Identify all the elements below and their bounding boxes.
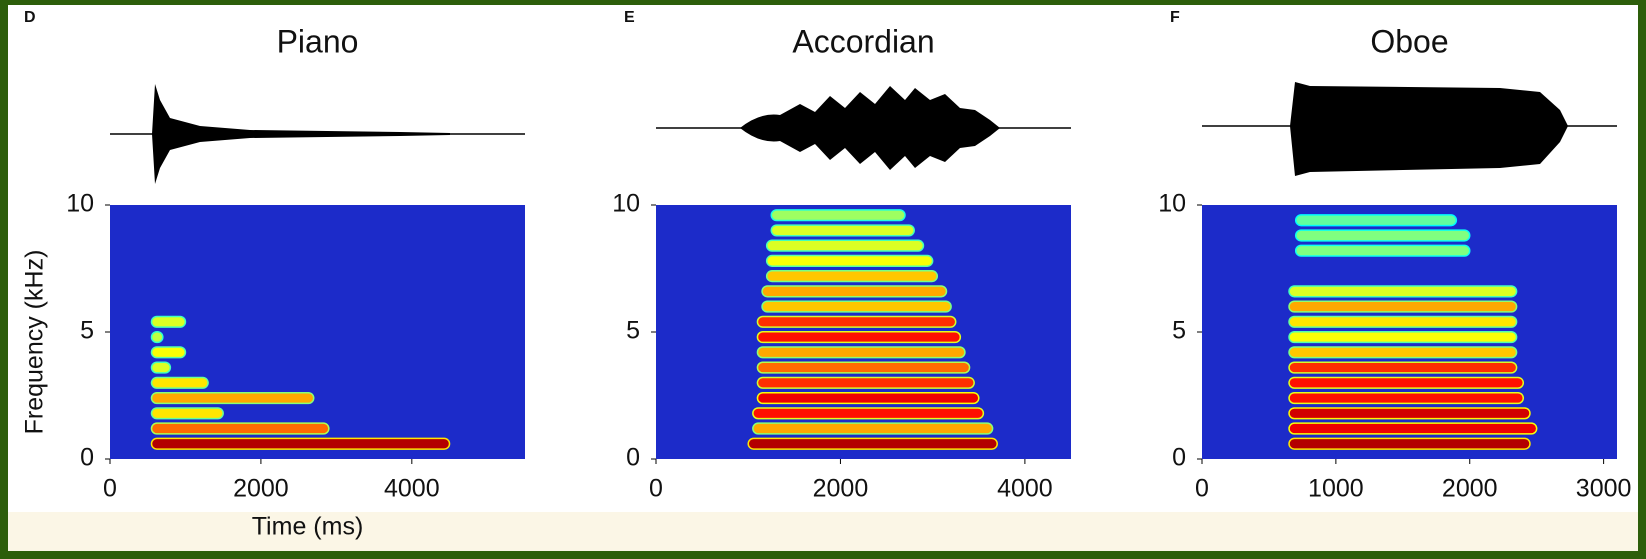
panel-letter: E <box>624 9 635 26</box>
y-tick-label: 10 <box>66 190 94 218</box>
harmonic-band <box>747 437 998 450</box>
harmonic-band <box>1288 391 1525 405</box>
harmonic-band <box>770 224 915 237</box>
harmonic-band <box>1288 376 1525 389</box>
x-tick-label: 2000 <box>1442 475 1498 503</box>
harmonic-band <box>756 391 980 405</box>
harmonic-band <box>761 300 952 313</box>
harmonic-band <box>1288 315 1518 328</box>
chart-title: Accordian <box>792 23 934 59</box>
harmonic-band <box>1288 330 1518 344</box>
harmonic-band <box>756 330 962 344</box>
x-tick-label: 1000 <box>1308 475 1364 503</box>
x-tick-label: 2000 <box>813 475 869 503</box>
harmonic-band <box>770 209 906 222</box>
y-tick-label: 5 <box>626 317 640 345</box>
harmonic-band <box>1288 346 1518 359</box>
harmonic-band <box>752 422 994 435</box>
harmonic-band <box>1288 361 1518 374</box>
y-tick-label: 10 <box>612 190 640 218</box>
x-tick-label: 3000 <box>1576 475 1632 503</box>
y-axis-label: Frequency (kHz) <box>21 250 49 435</box>
harmonic-band <box>1294 229 1471 242</box>
waveform <box>656 86 1071 170</box>
waveform <box>1202 82 1617 176</box>
harmonic-band <box>1288 407 1531 420</box>
x-tick-label: 4000 <box>384 475 440 503</box>
y-tick-label: 10 <box>1158 190 1186 218</box>
harmonic-band <box>756 346 966 359</box>
x-tick-label: 0 <box>1195 475 1209 503</box>
harmonic-band <box>150 315 187 328</box>
y-tick-label: 5 <box>1172 317 1186 345</box>
harmonic-band <box>752 407 985 420</box>
x-axis-label: Time (ms) <box>252 513 364 541</box>
chart-title: Oboe <box>1370 23 1448 59</box>
harmonic-band <box>1288 422 1538 435</box>
harmonic-band <box>150 391 315 405</box>
harmonic-band <box>765 239 925 252</box>
harmonic-band <box>765 254 934 267</box>
harmonic-band <box>765 270 939 283</box>
harmonic-band <box>761 285 948 298</box>
harmonic-band <box>756 376 975 389</box>
y-tick-label: 0 <box>80 444 94 472</box>
chart-title: Piano <box>277 23 359 59</box>
y-tick-label: 0 <box>1172 444 1186 472</box>
harmonic-band <box>1288 437 1531 450</box>
harmonic-band <box>150 330 164 344</box>
harmonic-band <box>756 315 957 328</box>
plot-area <box>110 205 525 459</box>
x-tick-label: 0 <box>103 475 117 503</box>
harmonic-band <box>150 361 172 374</box>
harmonic-band <box>1288 300 1518 313</box>
harmonic-band <box>1294 214 1458 227</box>
x-tick-label: 4000 <box>997 475 1053 503</box>
harmonic-band <box>150 407 224 420</box>
panel-letter: F <box>1170 9 1180 26</box>
harmonic-band <box>150 376 209 389</box>
harmonic-band <box>150 422 330 435</box>
waveform <box>110 84 525 184</box>
panel-letter: D <box>24 9 36 26</box>
x-tick-label: 2000 <box>233 475 289 503</box>
y-tick-label: 5 <box>80 317 94 345</box>
x-tick-label: 0 <box>649 475 663 503</box>
harmonic-band <box>1294 244 1471 257</box>
harmonic-band <box>756 361 971 374</box>
harmonic-band <box>1288 285 1518 298</box>
harmonic-band <box>150 437 451 450</box>
y-tick-label: 0 <box>626 444 640 472</box>
caption-strip <box>8 512 1638 551</box>
harmonic-band <box>150 346 187 359</box>
